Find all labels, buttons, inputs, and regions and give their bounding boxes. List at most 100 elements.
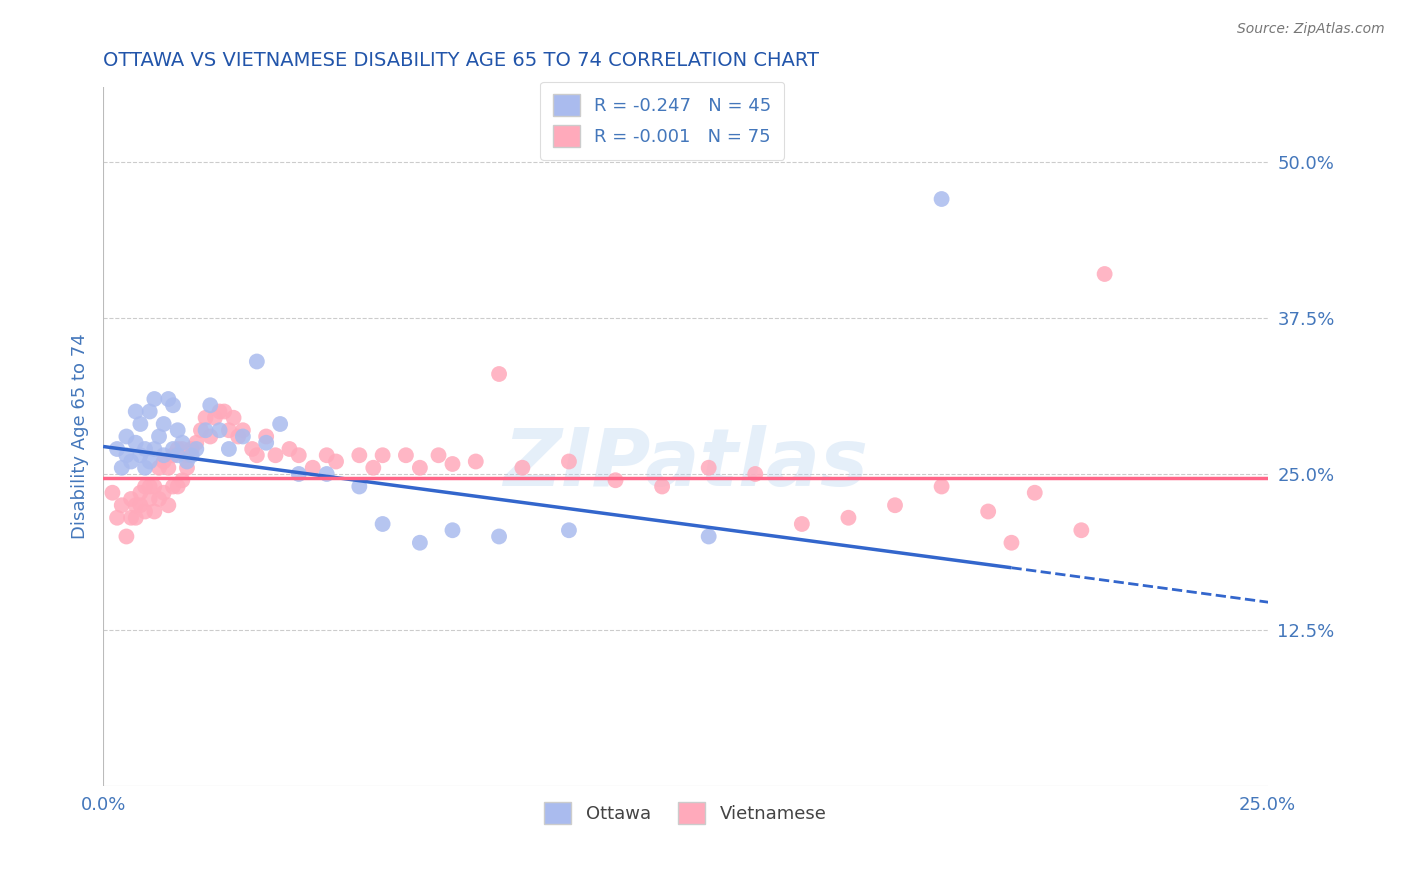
Point: [246, 448, 269, 462]
Point: [558, 454, 581, 468]
Point: [129, 417, 152, 431]
Point: [120, 454, 142, 468]
Point: [218, 423, 240, 437]
Point: [371, 448, 394, 462]
Point: [269, 417, 291, 431]
Point: [148, 429, 170, 443]
Point: [441, 457, 464, 471]
Point: [254, 435, 277, 450]
Point: [790, 516, 813, 531]
Point: [232, 429, 254, 443]
Point: [148, 491, 170, 506]
Point: [697, 460, 720, 475]
Point: [464, 454, 486, 468]
Text: OTTAWA VS VIETNAMESE DISABILITY AGE 65 TO 74 CORRELATION CHART: OTTAWA VS VIETNAMESE DISABILITY AGE 65 T…: [103, 51, 820, 70]
Point: [212, 404, 235, 418]
Point: [129, 485, 152, 500]
Point: [152, 454, 174, 468]
Point: [200, 429, 222, 443]
Point: [143, 392, 166, 406]
Point: [931, 479, 953, 493]
Point: [204, 410, 226, 425]
Point: [697, 529, 720, 543]
Point: [162, 448, 184, 462]
Point: [278, 442, 301, 456]
Point: [558, 523, 581, 537]
Point: [134, 479, 156, 493]
Point: [111, 498, 134, 512]
Point: [232, 423, 254, 437]
Point: [134, 504, 156, 518]
Point: [115, 429, 138, 443]
Point: [395, 448, 418, 462]
Point: [427, 448, 450, 462]
Legend: Ottawa, Vietnamese: Ottawa, Vietnamese: [536, 793, 835, 833]
Point: [200, 398, 222, 412]
Point: [1070, 523, 1092, 537]
Point: [162, 479, 184, 493]
Point: [120, 510, 142, 524]
Point: [176, 448, 198, 462]
Point: [837, 510, 859, 524]
Point: [129, 498, 152, 512]
Point: [105, 510, 128, 524]
Point: [166, 442, 188, 456]
Point: [115, 448, 138, 462]
Point: [349, 448, 371, 462]
Point: [166, 423, 188, 437]
Point: [884, 498, 907, 512]
Point: [315, 448, 337, 462]
Point: [190, 423, 212, 437]
Point: [176, 460, 198, 475]
Point: [287, 448, 309, 462]
Point: [162, 442, 184, 456]
Point: [186, 442, 208, 456]
Point: [172, 473, 194, 487]
Point: [180, 448, 202, 462]
Point: [325, 454, 347, 468]
Point: [194, 423, 217, 437]
Text: ZIPatlas: ZIPatlas: [503, 425, 868, 503]
Point: [208, 404, 231, 418]
Point: [152, 417, 174, 431]
Text: Source: ZipAtlas.com: Source: ZipAtlas.com: [1237, 22, 1385, 37]
Y-axis label: Disability Age 65 to 74: Disability Age 65 to 74: [72, 334, 89, 540]
Point: [264, 448, 287, 462]
Point: [512, 460, 534, 475]
Point: [134, 460, 156, 475]
Point: [129, 448, 152, 462]
Point: [134, 442, 156, 456]
Point: [162, 398, 184, 412]
Point: [1024, 485, 1046, 500]
Point: [931, 192, 953, 206]
Point: [363, 460, 385, 475]
Point: [180, 442, 202, 456]
Point: [301, 460, 323, 475]
Point: [115, 529, 138, 543]
Point: [125, 435, 148, 450]
Point: [138, 404, 160, 418]
Point: [1094, 267, 1116, 281]
Point: [287, 467, 309, 481]
Point: [409, 460, 432, 475]
Point: [101, 485, 124, 500]
Point: [605, 473, 627, 487]
Point: [744, 467, 766, 481]
Point: [651, 479, 673, 493]
Point: [166, 448, 188, 462]
Point: [143, 442, 166, 456]
Point: [240, 442, 263, 456]
Point: [166, 479, 188, 493]
Point: [208, 423, 231, 437]
Point: [125, 498, 148, 512]
Point: [172, 435, 194, 450]
Point: [409, 535, 432, 549]
Point: [194, 410, 217, 425]
Point: [488, 367, 510, 381]
Point: [441, 523, 464, 537]
Point: [138, 479, 160, 493]
Point: [148, 460, 170, 475]
Point: [186, 435, 208, 450]
Point: [120, 491, 142, 506]
Point: [246, 354, 269, 368]
